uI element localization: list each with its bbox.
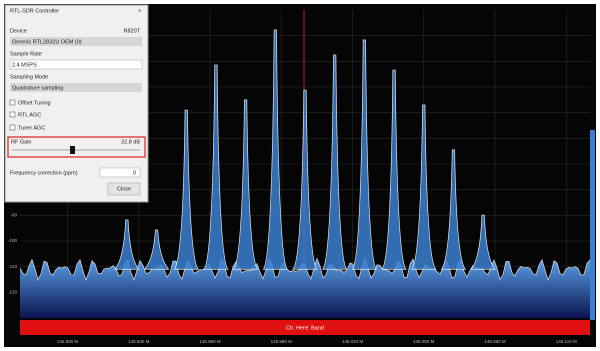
rtl-sdr-dialog: RTL-SDR Controller × Device R820T Generi…: [5, 5, 148, 202]
label: Sampling Mode: [10, 74, 48, 80]
scrollbar[interactable]: [590, 130, 595, 320]
checkbox-label: Offset Tuning: [18, 100, 51, 106]
label: RF Gain: [11, 139, 31, 145]
x-tick-label: 146.080 M: [484, 339, 506, 344]
checkbox-label: RTL AGC: [18, 112, 41, 118]
y-tick-label: -90: [10, 213, 17, 218]
checkbox[interactable]: [10, 100, 15, 105]
x-tick-label: 146.110 M: [556, 339, 577, 344]
x-tick-label: 145.990 M: [271, 339, 293, 344]
x-tick-label: 145.900 M: [57, 339, 79, 344]
y-tick-label: -120: [8, 290, 18, 295]
sample-rate: 2.4 MSPS: [12, 62, 37, 68]
band-label: Ch. Here: Band: [286, 325, 324, 331]
freq-corr: 0: [133, 170, 136, 176]
tuner: R820T: [123, 28, 140, 34]
x-tick-label: 145.930 M: [128, 339, 150, 344]
sdr-window: -20-30-40-50-60-70-80-90-100-110-120145.…: [0, 0, 600, 351]
checkbox-label: Tuner AGC: [18, 125, 45, 131]
label: Device: [10, 28, 27, 34]
dialog-title: RTL-SDR Controller: [10, 8, 59, 14]
label: Frequency correction (ppm): [10, 170, 78, 176]
close-label: Close: [117, 186, 131, 192]
x-tick-label: 146.020 M: [342, 339, 364, 344]
checkbox[interactable]: [10, 112, 15, 117]
y-tick-label: -110: [8, 264, 17, 269]
rf-gain: 32.8 dB: [121, 139, 140, 145]
x-tick-label: 145.960 M: [199, 339, 221, 344]
checkbox[interactable]: [10, 125, 15, 130]
sampling-mode: Quadrature sampling: [12, 85, 63, 91]
label: Sample Rate: [10, 51, 42, 57]
close-x[interactable]: ×: [138, 8, 141, 14]
y-tick-label: -100: [8, 238, 18, 243]
device: Generic RTL2832U OEM (0): [12, 39, 82, 45]
x-tick-label: 146.050 M: [413, 339, 435, 344]
slider-thumb[interactable]: [70, 146, 75, 154]
